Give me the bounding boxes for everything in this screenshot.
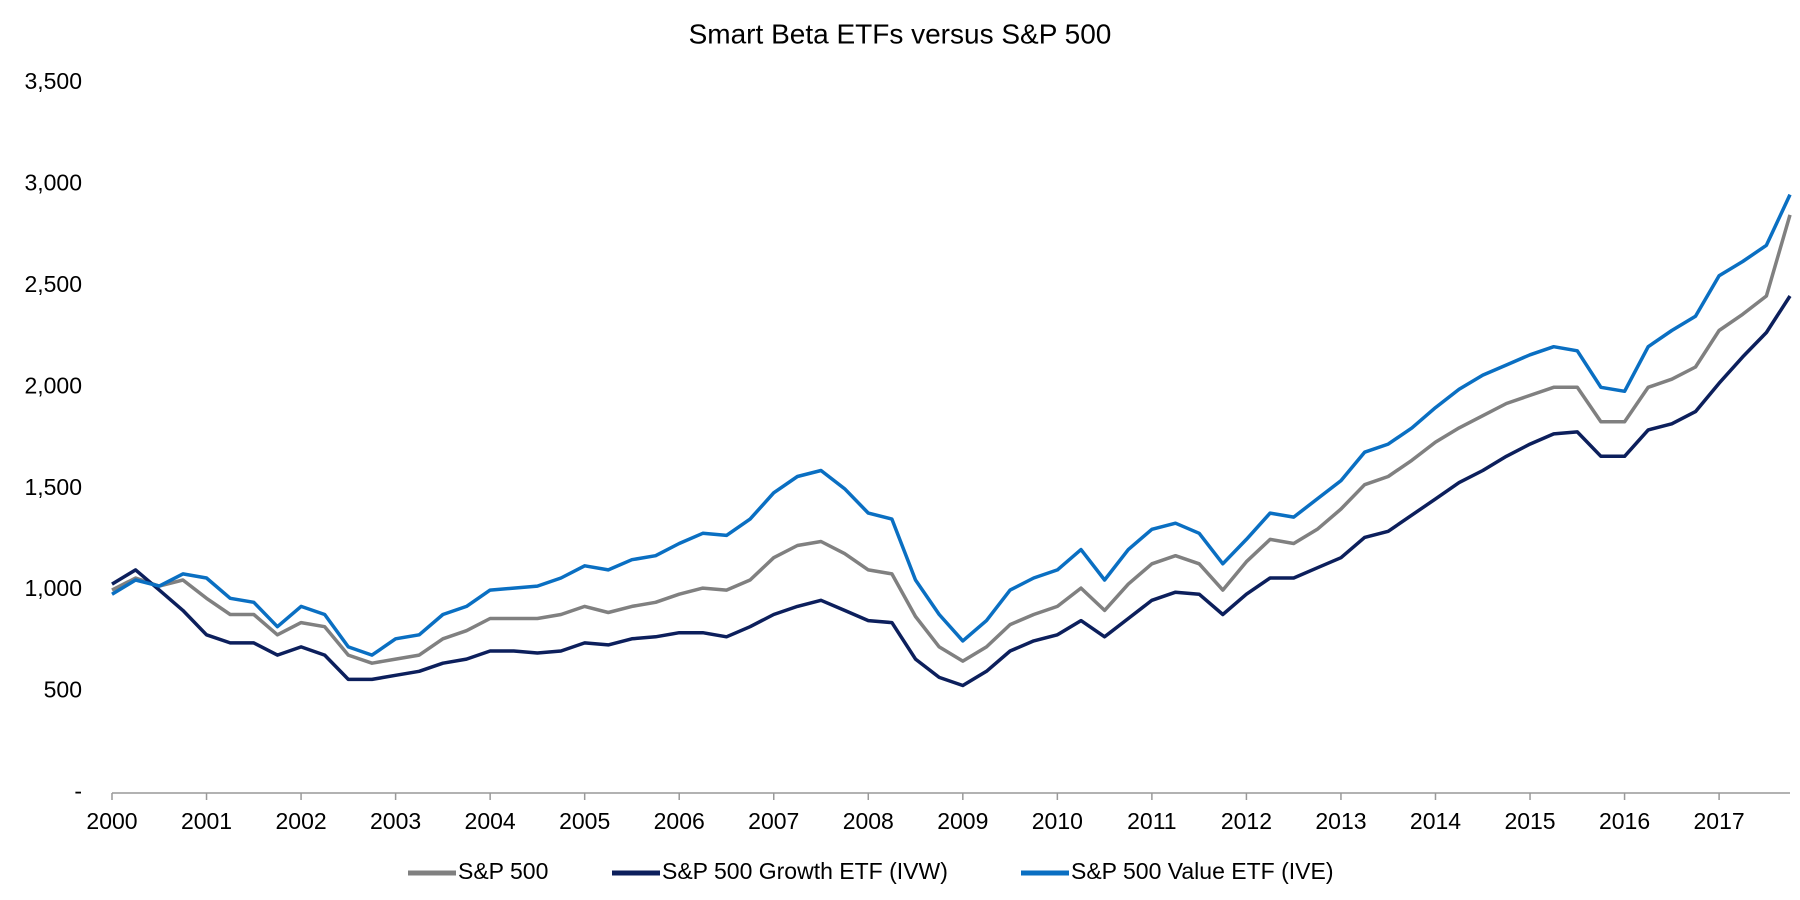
y-tick-label: 2,000 bbox=[24, 372, 82, 398]
x-tick-label: 2006 bbox=[654, 808, 705, 834]
chart-title: Smart Beta ETFs versus S&P 500 bbox=[689, 18, 1112, 49]
x-tick-label: 2011 bbox=[1127, 808, 1176, 834]
y-tick-label: 3,000 bbox=[24, 170, 82, 196]
legend-label: S&P 500 Value ETF (IVE) bbox=[1071, 858, 1334, 884]
x-tick-label: 2000 bbox=[86, 808, 137, 834]
x-tick-label: 2009 bbox=[937, 808, 988, 834]
legend-label: S&P 500 Growth ETF (IVW) bbox=[662, 858, 948, 884]
y-tick-label: 500 bbox=[44, 677, 82, 703]
x-tick-label: 2008 bbox=[843, 808, 894, 834]
x-tick-label: 2016 bbox=[1599, 808, 1650, 834]
x-tick-label: 2010 bbox=[1032, 808, 1083, 834]
y-tick-label: 2,500 bbox=[24, 271, 82, 297]
x-tick-label: 2002 bbox=[275, 808, 326, 834]
x-tick-label: 2015 bbox=[1504, 808, 1555, 834]
x-tick-label: 2012 bbox=[1221, 808, 1272, 834]
y-tick-label: 1,000 bbox=[24, 575, 82, 601]
series-line bbox=[111, 193, 1792, 657]
x-tick-label: 2013 bbox=[1315, 808, 1366, 834]
y-tick-label: 1,500 bbox=[24, 474, 82, 500]
x-tick-label: 2005 bbox=[559, 808, 610, 834]
x-tick-label: 2003 bbox=[370, 808, 421, 834]
y-tick-label: - bbox=[74, 778, 82, 804]
y-tick-label: 3,500 bbox=[24, 68, 82, 94]
x-tick-label: 2007 bbox=[748, 808, 799, 834]
series-line bbox=[111, 214, 1792, 665]
x-tick-label: 2001 bbox=[181, 808, 232, 834]
x-tick-label: 2017 bbox=[1694, 808, 1745, 834]
series-line bbox=[111, 295, 1792, 688]
legend-label: S&P 500 bbox=[458, 858, 548, 884]
x-tick-label: 2004 bbox=[465, 808, 516, 834]
x-tick-label: 2014 bbox=[1410, 808, 1461, 834]
